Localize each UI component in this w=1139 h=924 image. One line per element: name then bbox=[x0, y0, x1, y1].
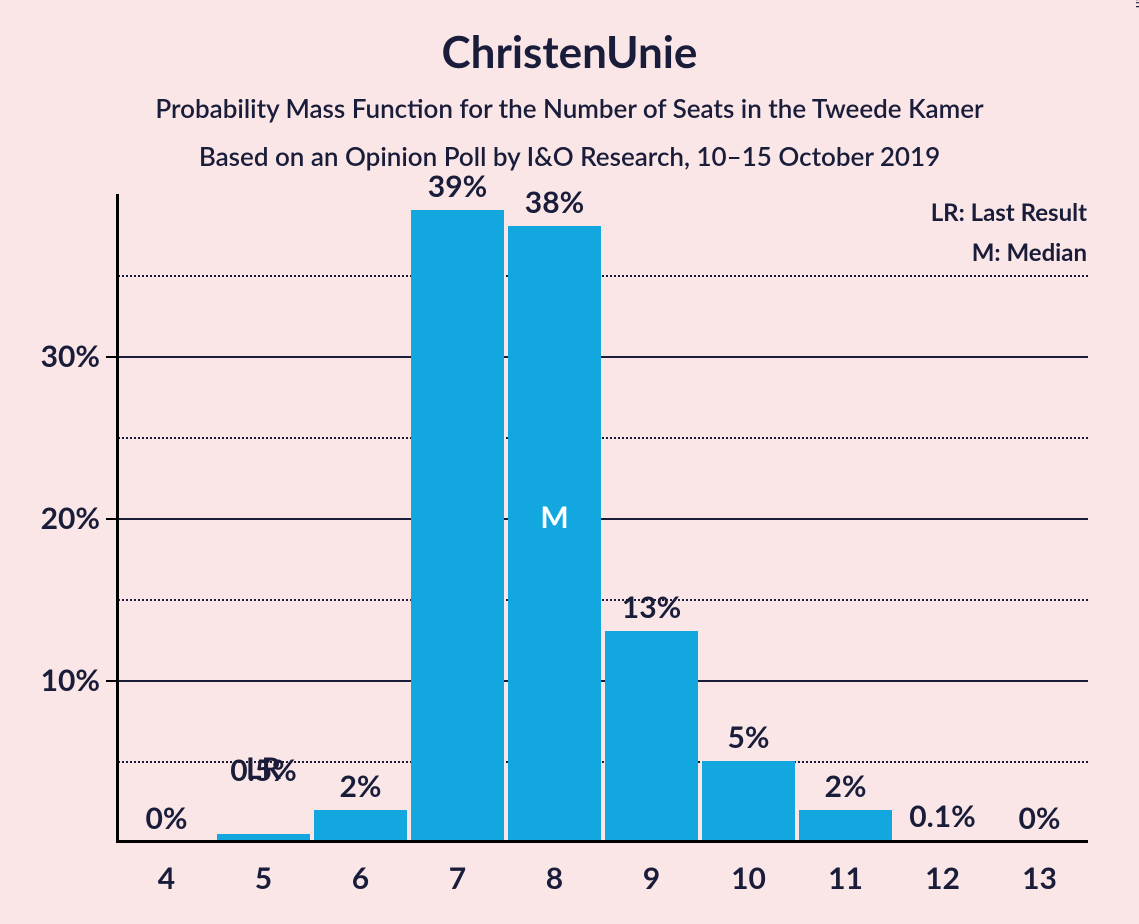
chart-subtitle-2: Based on an Opinion Poll by I&O Research… bbox=[0, 140, 1139, 172]
bar-value-label: 0.1% bbox=[909, 798, 976, 834]
bar-value-label: 5% bbox=[728, 719, 770, 755]
bar-value-label: 39% bbox=[428, 168, 487, 204]
bar-value-label: 13% bbox=[622, 589, 681, 625]
bar-tag-inside: M bbox=[540, 499, 568, 535]
chart-title: ChristenUnie bbox=[0, 26, 1139, 78]
y-tick bbox=[106, 680, 116, 682]
y-tick bbox=[106, 518, 116, 520]
gridline-major bbox=[118, 680, 1088, 682]
gridline-minor bbox=[118, 437, 1088, 439]
gridline-major bbox=[118, 356, 1088, 358]
bar-value-label: 0% bbox=[146, 800, 188, 836]
gridline-minor bbox=[118, 275, 1088, 277]
bar bbox=[314, 810, 407, 842]
bar-value-label: 38% bbox=[525, 184, 584, 220]
x-axis-label: 13 bbox=[1022, 860, 1057, 896]
y-tick bbox=[106, 356, 116, 358]
x-axis-label: 8 bbox=[546, 860, 563, 896]
plot-area: 10%20%30%0%40.5%LR52%639%738%M813%95%102… bbox=[118, 194, 1088, 842]
y-axis-label: 20% bbox=[41, 500, 100, 536]
x-axis-label: 10 bbox=[731, 860, 766, 896]
copyright-text: © 2020 Filip van Laenen bbox=[1133, 0, 1139, 8]
x-axis-label: 9 bbox=[643, 860, 660, 896]
y-axis bbox=[116, 194, 119, 843]
bar bbox=[799, 810, 892, 842]
bar-tag-above: LR bbox=[246, 750, 281, 786]
chart-subtitle-1: Probability Mass Function for the Number… bbox=[0, 92, 1139, 124]
x-axis-label: 12 bbox=[925, 860, 960, 896]
bar-value-label: 2% bbox=[825, 768, 867, 804]
bar bbox=[411, 210, 504, 842]
y-axis-label: 10% bbox=[41, 662, 100, 698]
gridline-minor bbox=[118, 599, 1088, 601]
x-axis-label: 5 bbox=[255, 860, 272, 896]
chart-canvas: ChristenUnie Probability Mass Function f… bbox=[0, 0, 1139, 924]
bar-value-label: 0% bbox=[1019, 800, 1061, 836]
x-axis-label: 4 bbox=[158, 860, 175, 896]
bar-value-label: 2% bbox=[340, 768, 382, 804]
y-axis-label: 30% bbox=[41, 338, 100, 374]
bar bbox=[605, 631, 698, 842]
bar bbox=[702, 761, 795, 842]
gridline-major bbox=[118, 518, 1088, 520]
x-axis bbox=[116, 840, 1088, 843]
x-axis-label: 11 bbox=[828, 860, 863, 896]
x-axis-label: 6 bbox=[352, 860, 369, 896]
x-axis-label: 7 bbox=[449, 860, 466, 896]
